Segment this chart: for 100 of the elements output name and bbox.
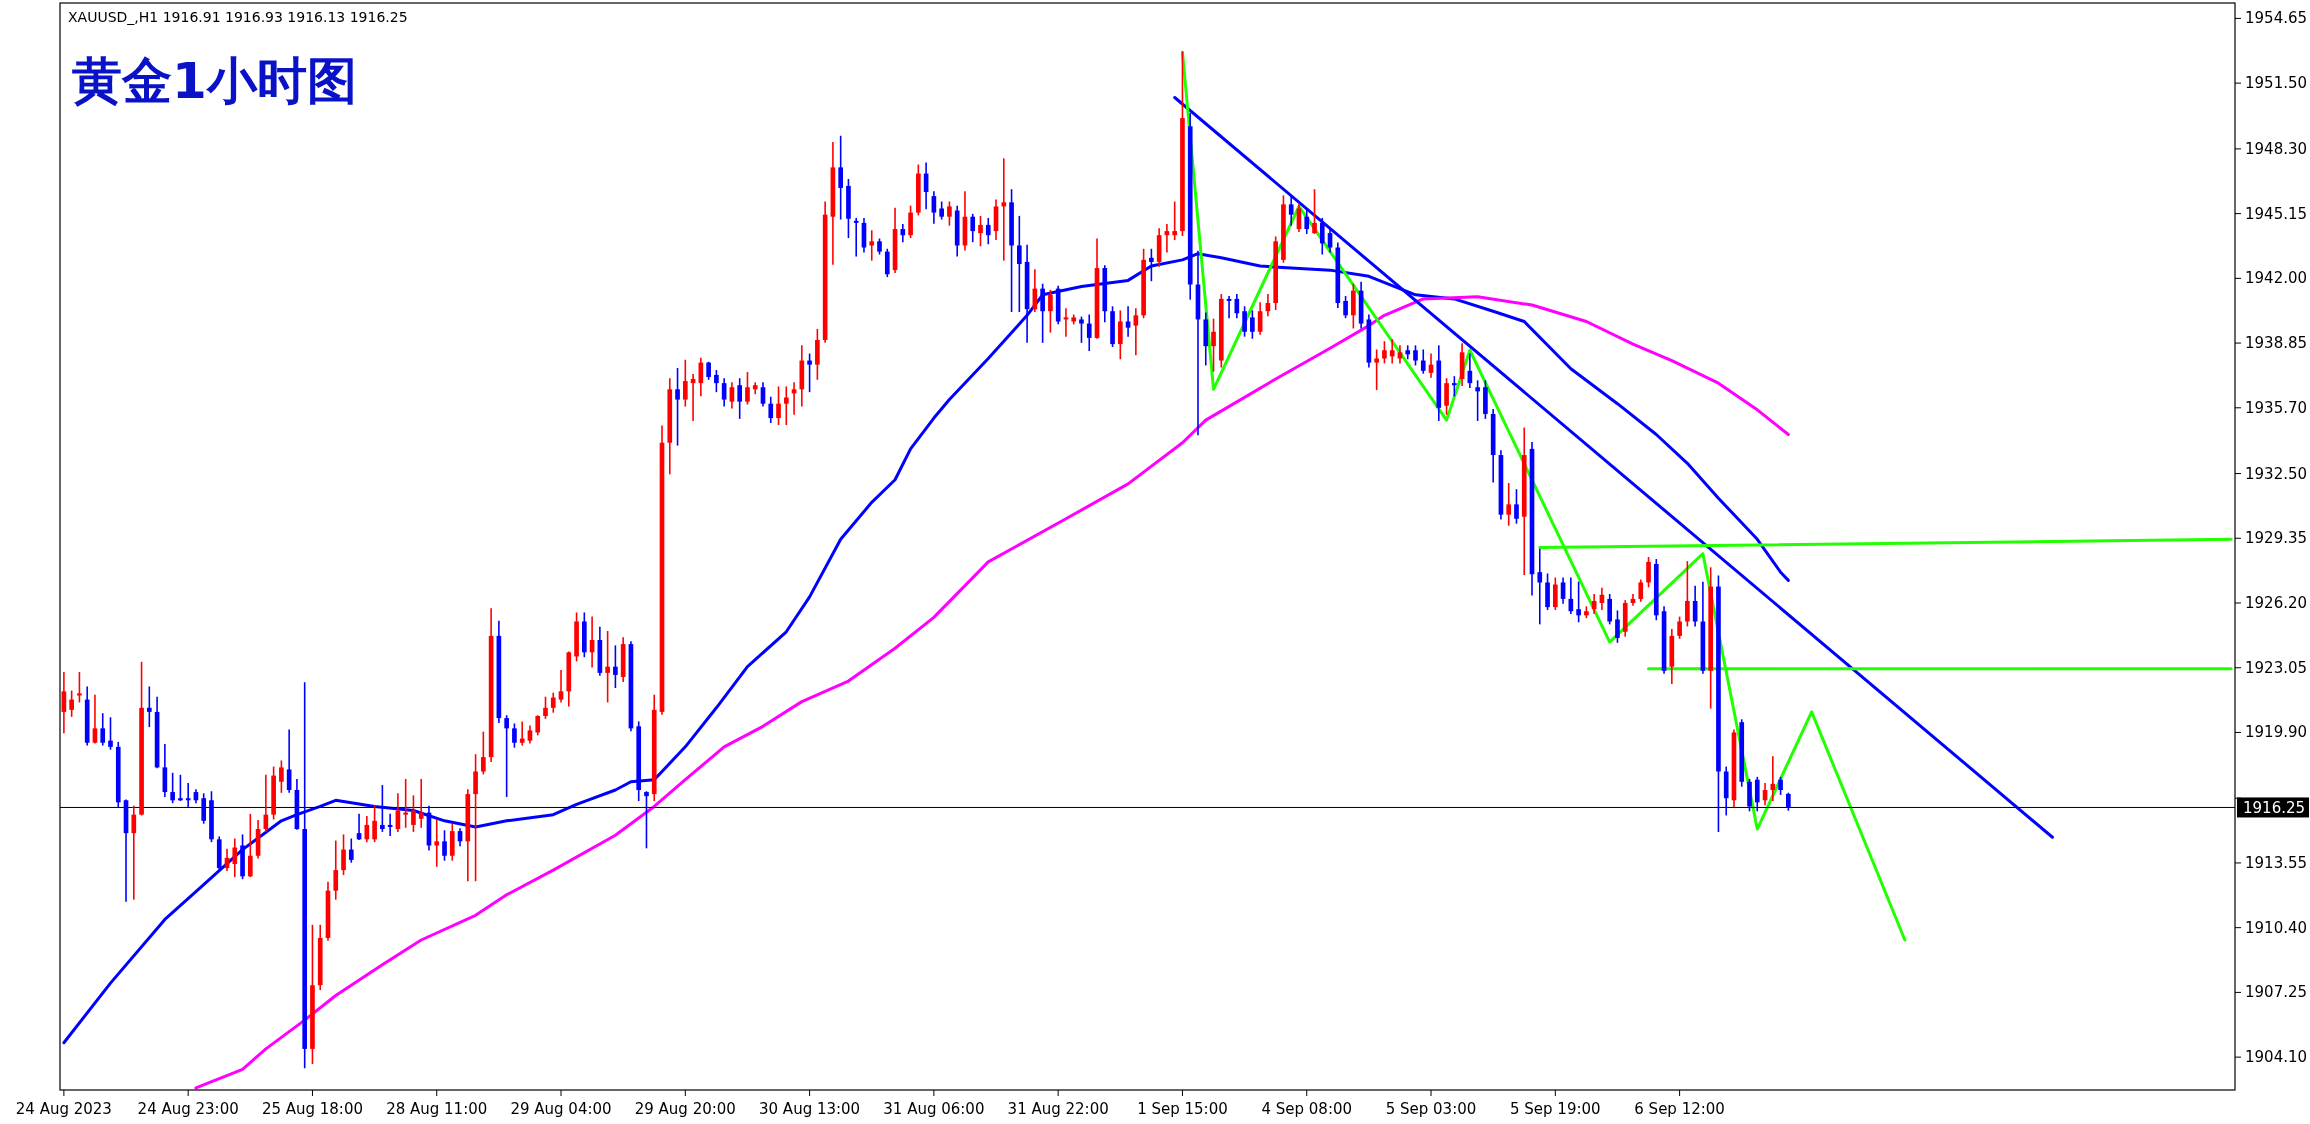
candlestick [1420,349,1426,374]
annotation: XAUUSD_,H1 1916.91 1916.93 1916.13 1916.25 [68,9,408,25]
candlestick [1125,306,1131,337]
candlestick [1646,557,1651,588]
y-tick-label: 1945.15 [2245,204,2308,223]
candlestick [1319,217,1325,255]
candlestick [535,715,541,736]
candlestick [411,795,416,832]
candlestick [100,713,106,746]
candlestick [682,359,688,407]
candlestick [644,791,649,849]
y-tick-label: 1913.55 [2245,853,2308,872]
candlestick [1638,579,1644,602]
candlestick [776,386,781,426]
candlestick [131,805,137,900]
candlestick [1382,341,1387,364]
candlestick [807,353,812,393]
candlestick [613,645,618,689]
candlestick [1017,215,1022,313]
candlestick [1304,209,1310,234]
candlestick [69,690,74,717]
y-tick-label: 1938.85 [2245,334,2308,353]
candlestick [185,783,191,808]
x-tick-label: 30 Aug 13:00 [759,1100,861,1118]
candlestick [884,248,890,278]
candlestick [1444,378,1449,415]
candlestick [1117,310,1123,360]
candlestick [752,382,758,395]
text: 黄金1小时图 [72,52,357,110]
candlestick [341,834,346,876]
x-tick-label: 31 Aug 06:00 [883,1100,985,1118]
y-tick-label: 1926.20 [2245,594,2308,613]
candlestick [1770,756,1776,802]
candlestick [1389,339,1395,364]
candlestick [1685,561,1690,627]
candlestick [783,386,789,426]
y-tick-label: 1942.00 [2245,269,2308,288]
y-tick-label: 1910.40 [2245,918,2308,937]
candlestick [481,731,486,775]
y-tick-label: 1904.10 [2245,1048,2308,1067]
candlestick [714,370,719,393]
candlestick [348,838,354,863]
candlestick [985,217,991,245]
candlestick [970,213,976,243]
candlestick [675,367,680,446]
y-tick-label: 1948.30 [2245,139,2308,158]
candlestick [605,630,610,703]
candlestick [178,774,183,802]
candlestick [247,813,253,878]
candlestick [108,717,113,750]
y-tick-label: 1935.70 [2245,398,2308,417]
candlestick [1576,581,1581,623]
candlestick [1079,316,1084,343]
candlestick [978,215,983,247]
candlestick [1343,296,1348,319]
candlestick [1133,308,1139,356]
candlestick [1475,380,1480,421]
x-tick-label: 28 Aug 11:00 [386,1100,488,1118]
x-tick-label: 24 Aug 2023 [15,1100,112,1118]
candlestick [900,224,906,243]
candlestick [550,692,556,713]
x-tick-label: 4 Sep 08:00 [1261,1100,1353,1118]
candlestick [201,793,207,824]
x-tick-label: 5 Sep 03:00 [1385,1100,1477,1118]
candlestick [1149,248,1154,282]
candlestick [1537,548,1543,625]
candlestick [1506,483,1512,526]
candlestick [947,201,952,226]
candlestick [92,694,98,744]
candlestick [737,378,743,419]
x-tick-label: 25 Aug 18:00 [261,1100,364,1118]
y-tick-label: 1929.35 [2245,529,2308,548]
candlestick [1327,228,1333,253]
candlestick [729,382,735,409]
y-tick-label: 1919.90 [2245,723,2308,742]
candlestick [1452,376,1457,397]
candlestick [512,723,517,748]
candlestick [1211,318,1216,372]
candlestick [745,372,750,405]
candlestick [1172,201,1178,241]
candlestick [1405,345,1411,360]
candlestick [1552,577,1558,610]
y-tick-label: 1951.50 [2245,74,2308,93]
candlestick [838,135,843,220]
candlestick [1288,195,1294,226]
candlestick [442,830,447,861]
x-tick-label: 1 Sep 15:00 [1137,1100,1228,1118]
candlestick [279,760,284,793]
candlestick [77,672,82,703]
candlestick [1374,349,1379,391]
candlestick [853,217,859,257]
y-tick-label: 1907.25 [2245,983,2308,1002]
candlestick [1607,593,1613,625]
candlestick [1413,345,1418,366]
candlestick [403,778,408,828]
candlestick [1677,616,1682,639]
x-tick-label: 29 Aug 04:00 [510,1100,612,1118]
x-tick-label: 5 Sep 19:00 [1510,1100,1601,1118]
y-tick-label: 1932.50 [2245,464,2308,483]
candlestick [519,721,525,746]
